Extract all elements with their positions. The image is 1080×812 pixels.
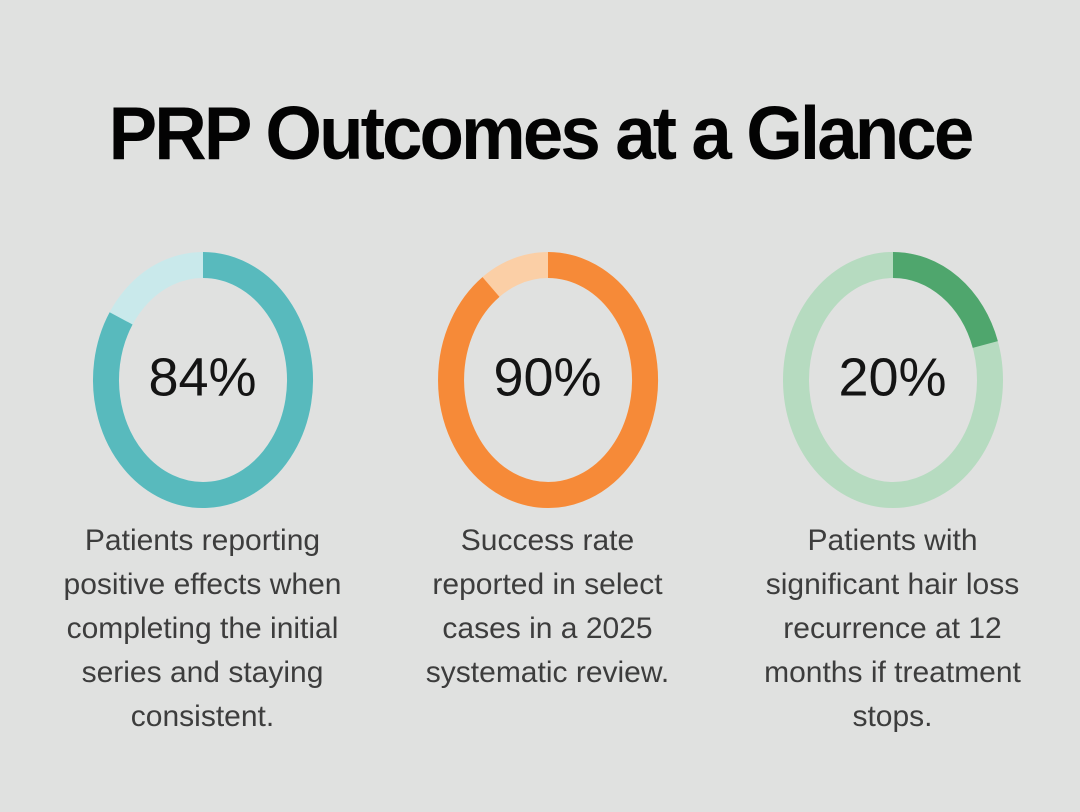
donut-ring-90 <box>437 252 658 508</box>
stat-column-adherence: 84% Patients reporting positive effects … <box>30 251 375 739</box>
donut-chart-84: 84% <box>91 251 315 509</box>
donut-ring-20 <box>782 252 1003 508</box>
donut-percent-label: 84% <box>148 347 257 408</box>
stat-caption: Success rate reported in select cases in… <box>425 524 670 689</box>
donut-percent-label: 20% <box>838 347 947 408</box>
stat-caption: Patients with significant hair loss recu… <box>764 524 1021 733</box>
page-title: PRP Outcomes at a Glance <box>108 91 975 175</box>
stat-column-success-rate: 90% Success rate reported in select case… <box>375 251 720 739</box>
donut-chart-90: 90% <box>436 251 660 509</box>
donut-chart-20: 20% <box>781 251 1005 509</box>
stats-row: 84% Patients reporting positive effects … <box>0 251 1065 739</box>
stat-column-recurrence: 20% Patients with significant hair loss … <box>720 251 1065 739</box>
stat-caption: Patients reporting positive effects when… <box>63 524 342 733</box>
donut-percent-label: 90% <box>493 347 602 408</box>
donut-ring-84 <box>92 252 313 508</box>
